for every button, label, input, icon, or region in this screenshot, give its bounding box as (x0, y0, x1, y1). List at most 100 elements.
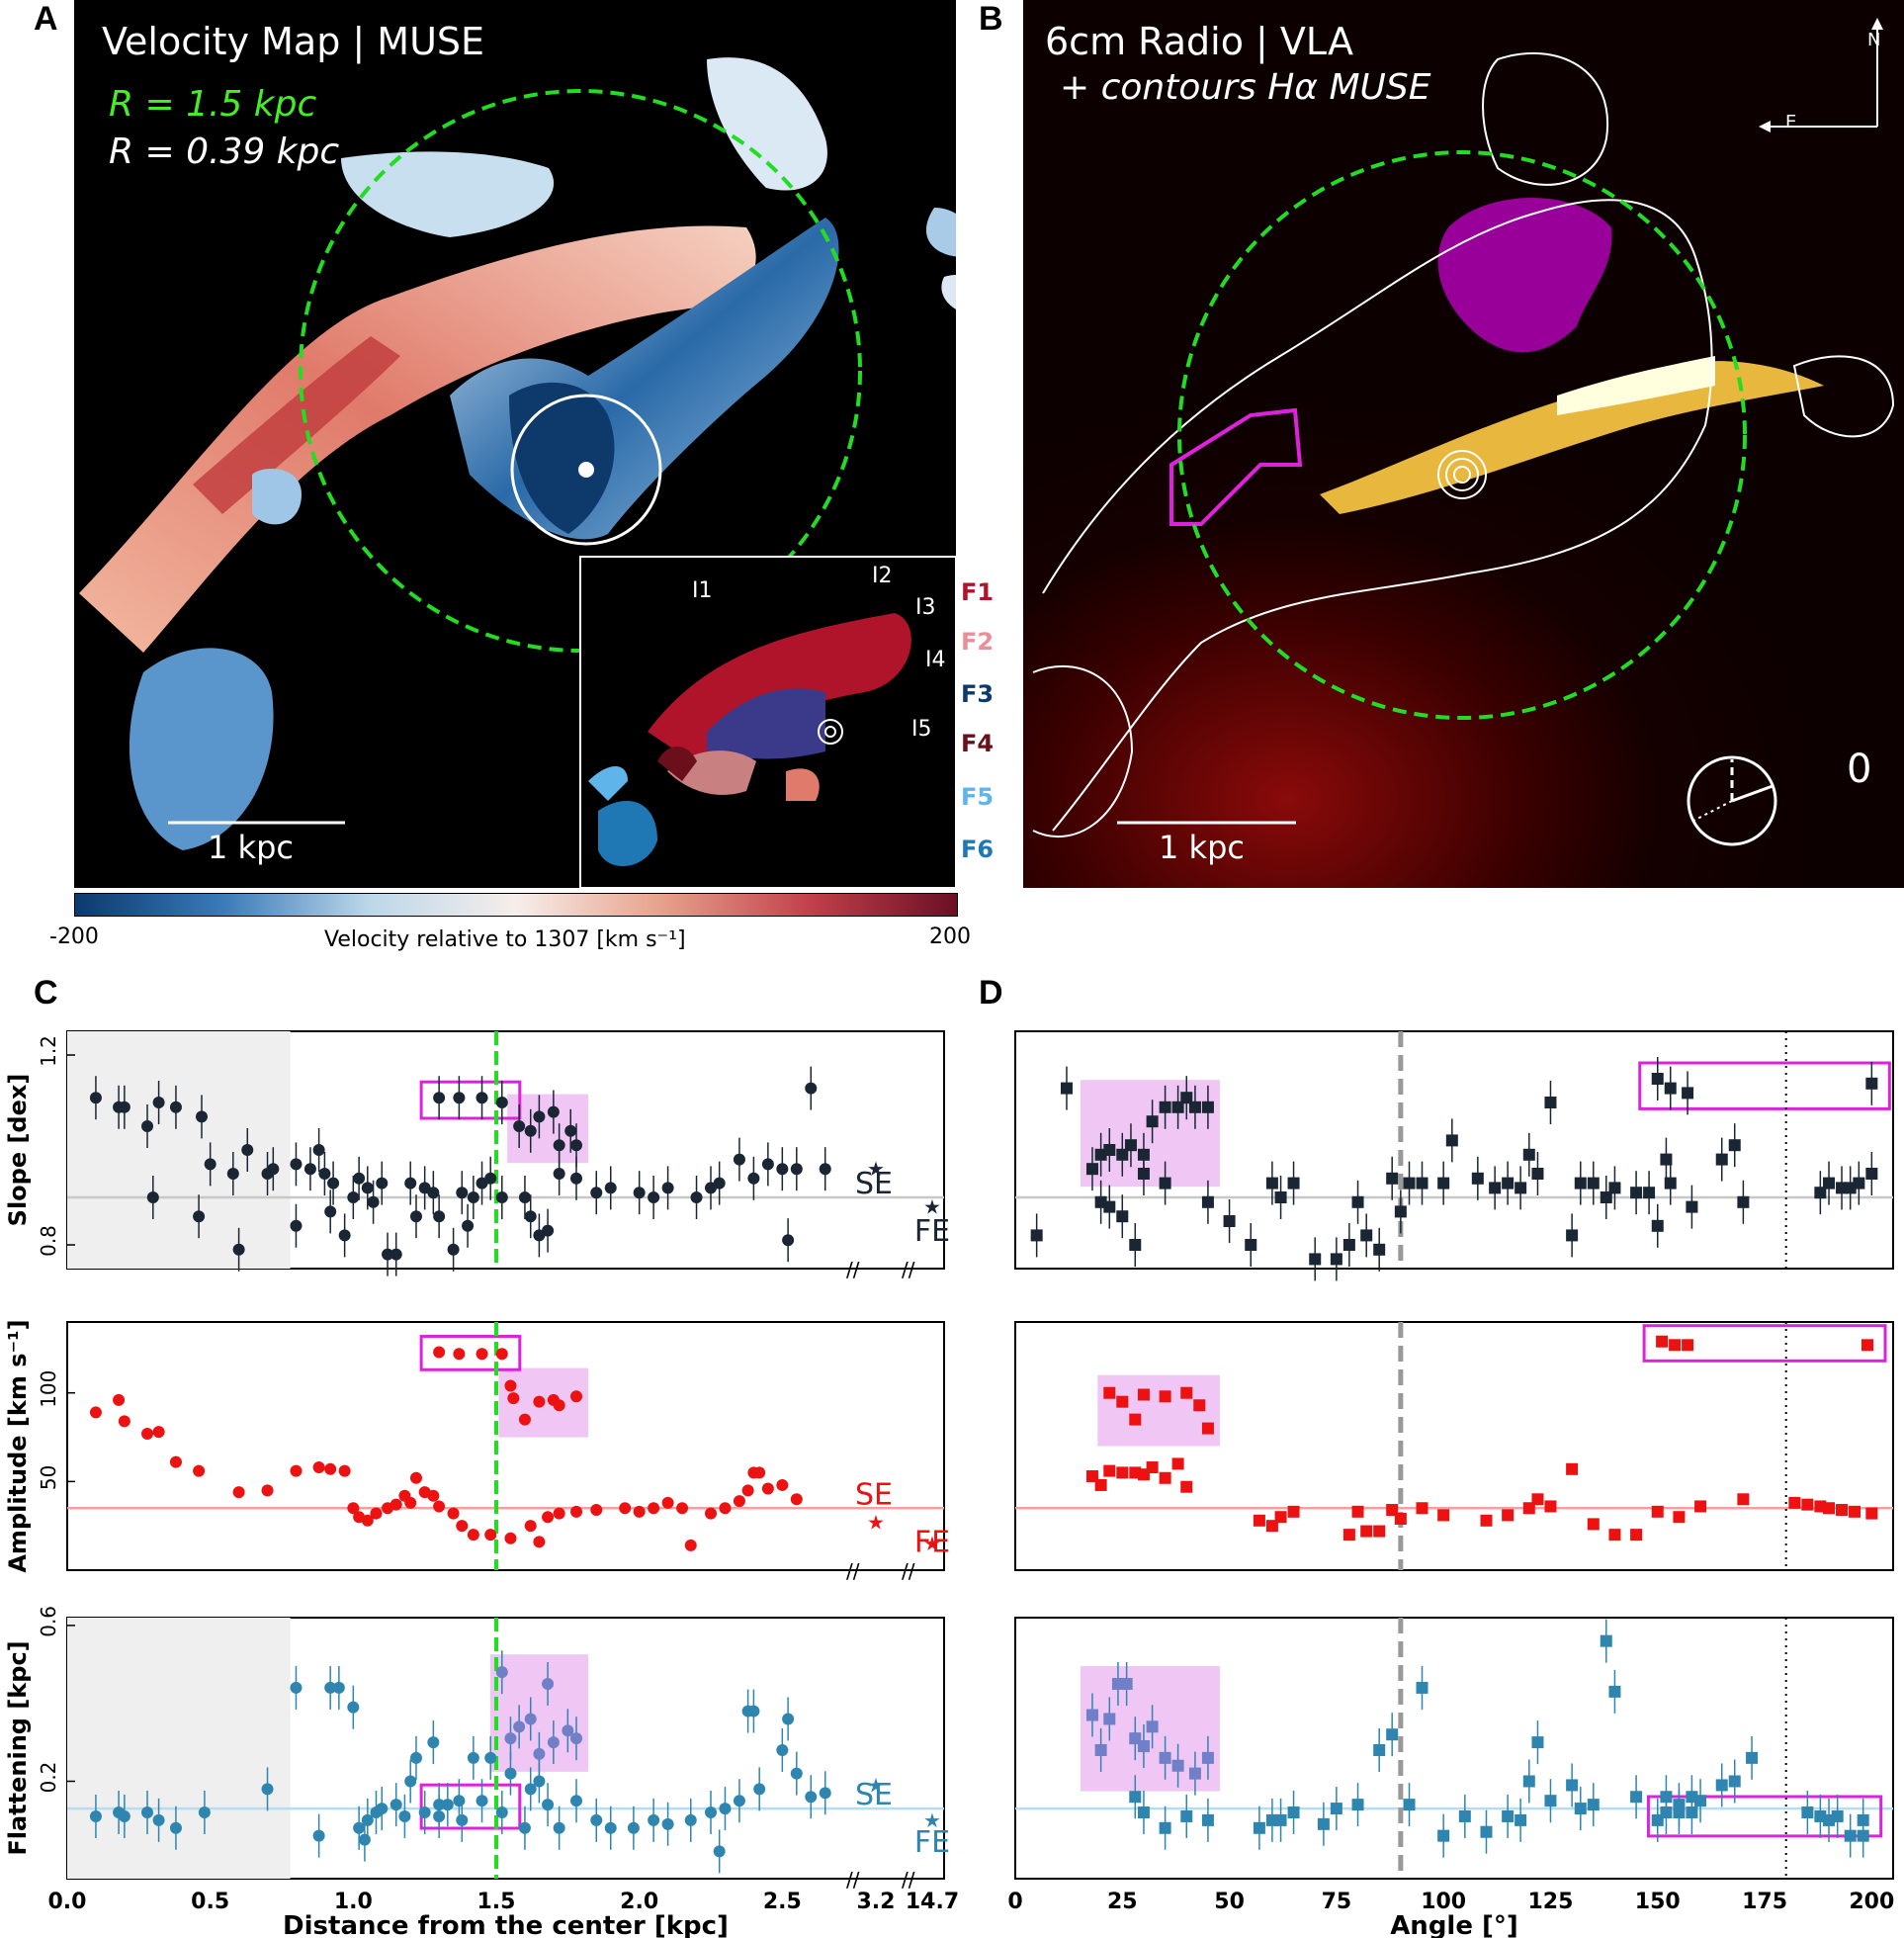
point-c-mid-26 (456, 1520, 469, 1533)
point-c-bottom-5 (169, 1821, 182, 1834)
shaded-point-d-top-7 (1159, 1101, 1171, 1113)
point-d-top-30 (1522, 1148, 1535, 1161)
shaded-point-d-mid-0 (1103, 1386, 1116, 1399)
halpha-contour-top (1482, 51, 1609, 186)
magenta-contour-b (1169, 407, 1303, 526)
panel-a-title: Velocity Map | MUSE (102, 20, 485, 63)
shaded-point-c-mid-6 (570, 1390, 583, 1403)
point-d-mid-27 (1566, 1462, 1579, 1475)
circle-1-5kpc-b (1177, 150, 1747, 720)
axis-break-1-c-bottom: // (846, 1868, 860, 1892)
point-c-top-15 (290, 1158, 303, 1171)
nucleus-contour-2 (1445, 458, 1479, 491)
shaded-point-c-mid-5 (553, 1399, 565, 1412)
xtick-label-angle-5: 125 (1527, 1890, 1573, 1914)
xtick-label-angle-0: 0 (1007, 1890, 1022, 1914)
point-d-bottom-16 (1437, 1829, 1450, 1842)
box-point-c-mid-2 (476, 1348, 488, 1361)
point-c-mid-44 (733, 1495, 745, 1508)
point-d-mid-21 (1437, 1509, 1450, 1522)
grey-region-c-bottom (67, 1618, 291, 1879)
point-d-bottom-18 (1480, 1825, 1493, 1838)
point-c-mid-12 (338, 1464, 351, 1477)
point-c-bottom-23 (427, 1736, 440, 1749)
box-point-d-bottom-3 (1857, 1813, 1869, 1826)
point-d-top-0 (1030, 1229, 1043, 1242)
point-d-top-46 (1737, 1195, 1750, 1208)
shaded-point-c-bottom-0 (495, 1666, 508, 1679)
point-c-mid-16 (370, 1507, 383, 1520)
point-c-mid-29 (504, 1532, 517, 1544)
side-label-fe-c-mid: FE (914, 1525, 950, 1559)
point-c-mid-42 (705, 1507, 717, 1520)
ytick-label-c-top-1: 1.2 (37, 1035, 60, 1067)
point-c-bottom-27 (467, 1751, 479, 1764)
velocity-map-image (74, 0, 956, 888)
shaded-point-d-bottom-0 (1085, 1709, 1098, 1721)
shaded-point-c-top-6 (570, 1139, 583, 1152)
point-d-bottom-40 (1823, 1813, 1836, 1826)
point-c-mid-45 (741, 1484, 754, 1497)
shaded-region-d-bottom (1080, 1665, 1220, 1792)
point-c-top-11 (232, 1243, 245, 1256)
point-c-mid-0 (89, 1406, 102, 1419)
point-c-bottom-18 (389, 1799, 402, 1811)
point-d-mid-5 (1137, 1468, 1150, 1481)
point-d-mid-25 (1531, 1493, 1544, 1506)
shaded-point-d-top-4 (1124, 1139, 1137, 1152)
plot-frame-d-mid (1014, 1321, 1894, 1571)
shaded-point-d-mid-7 (1201, 1422, 1214, 1435)
point-c-mid-7 (232, 1486, 245, 1499)
shaded-point-d-top-5 (1137, 1148, 1150, 1161)
shaded-point-c-top-1 (524, 1124, 537, 1137)
point-c-top-56 (733, 1153, 745, 1166)
filament-f3-core (509, 382, 615, 534)
box-point-c-bottom-3 (495, 1806, 508, 1819)
shaded-point-c-top-2 (533, 1110, 546, 1123)
point-d-mid-22 (1480, 1514, 1493, 1527)
point-d-mid-37 (1814, 1500, 1827, 1513)
point-c-top-47 (570, 1172, 583, 1185)
shaded-point-d-top-10 (1188, 1101, 1201, 1113)
shaded-point-c-top-5 (564, 1124, 577, 1137)
point-d-top-39 (1643, 1187, 1656, 1199)
radius-big-label: R = 1.5 kpc (109, 84, 317, 125)
point-d-top-51 (1853, 1177, 1865, 1189)
point-c-mid-8 (261, 1484, 274, 1497)
point-c-top-22 (338, 1229, 351, 1242)
point-d-top-22 (1403, 1177, 1416, 1189)
point-d-mid-38 (1823, 1502, 1836, 1515)
point-d-bottom-21 (1522, 1775, 1535, 1788)
halpha-contour-main (1042, 199, 1713, 832)
shaded-point-c-top-4 (553, 1139, 565, 1152)
point-c-top-4 (146, 1191, 159, 1203)
point-c-bottom-0 (89, 1809, 102, 1822)
point-d-mid-8 (1171, 1457, 1184, 1470)
xtick-label-angle-6: 150 (1635, 1890, 1681, 1914)
point-c-bottom-44 (719, 1803, 732, 1815)
point-d-top-11 (1265, 1177, 1278, 1189)
point-c-top-25 (361, 1182, 374, 1194)
box-point-c-bottom-1 (453, 1795, 466, 1807)
point-c-top-52 (661, 1182, 674, 1194)
compass-n-label: N (1867, 30, 1881, 50)
box-point-d-mid-3 (1861, 1339, 1874, 1352)
point-c-mid-18 (389, 1498, 402, 1511)
star-c-mid-1: ★ (923, 1532, 941, 1555)
point-c-top-35 (447, 1243, 460, 1256)
point-d-bottom-7 (1274, 1813, 1287, 1826)
halpha-contour-left (1032, 664, 1134, 838)
shaded-point-d-top-3 (1116, 1148, 1129, 1161)
point-c-mid-3 (141, 1427, 154, 1440)
point-c-top-29 (389, 1248, 402, 1261)
point-d-top-4 (1116, 1210, 1129, 1223)
point-c-top-21 (327, 1177, 340, 1189)
shaded-point-d-bottom-5 (1129, 1732, 1142, 1745)
point-c-mid-35 (590, 1504, 603, 1517)
point-c-mid-47 (753, 1466, 766, 1479)
ylabel-c-bottom: Flattening [kpc] (4, 1640, 32, 1855)
point-c-mid-46 (747, 1466, 760, 1479)
point-d-bottom-13 (1386, 1728, 1399, 1741)
point-c-mid-14 (353, 1511, 366, 1524)
point-d-top-21 (1394, 1205, 1407, 1218)
